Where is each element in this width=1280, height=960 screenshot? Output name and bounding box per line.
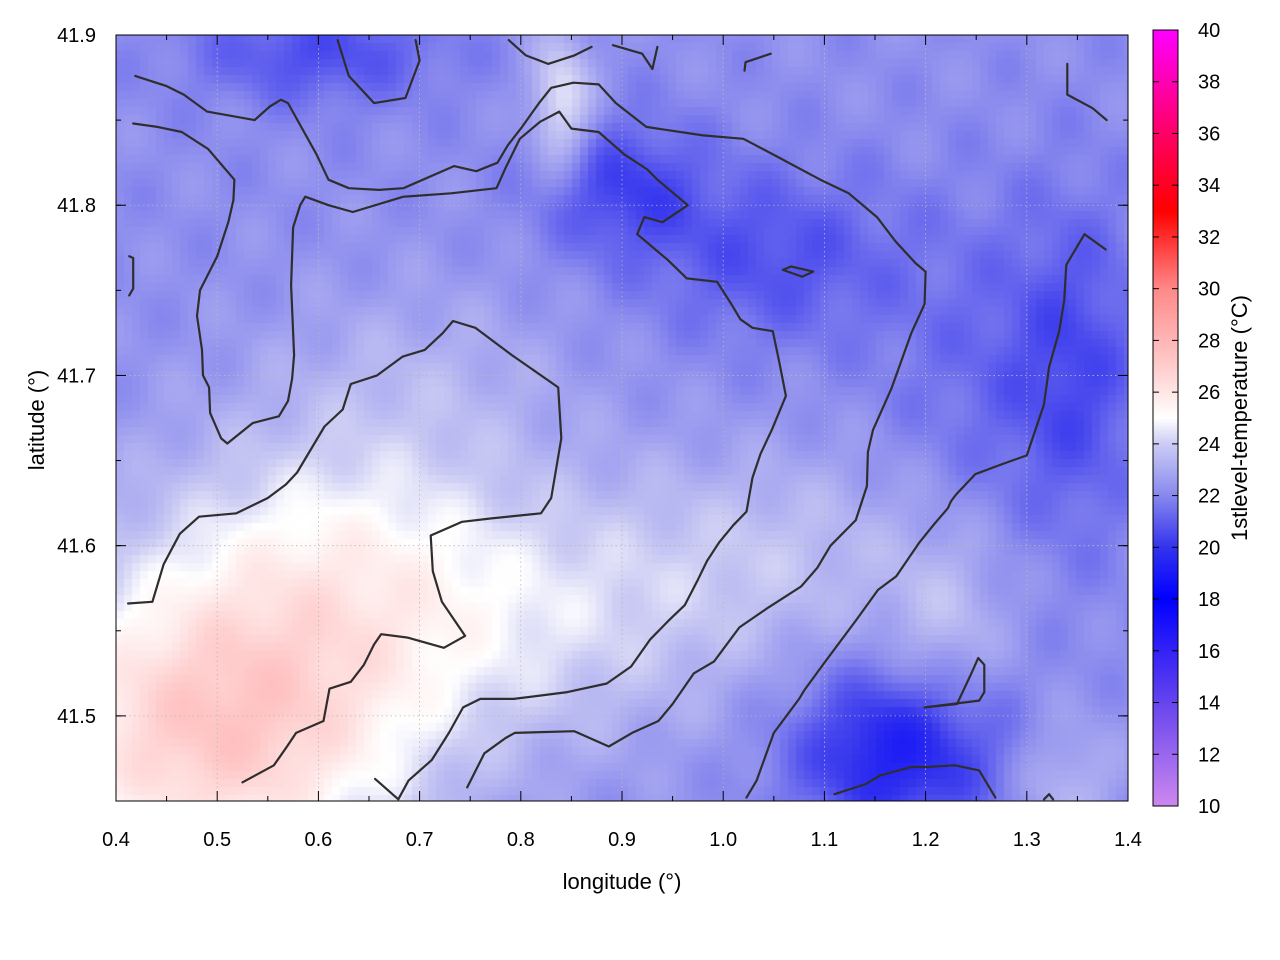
colorbar-tick-label: 32 (1198, 227, 1220, 249)
contour-line (833, 764, 997, 799)
y-tick-label: 41.9 (57, 25, 96, 47)
contour-line (923, 656, 986, 709)
colorbar-tick-label: 24 (1198, 434, 1220, 456)
axis-ticks (115, 34, 1129, 802)
y-tick-label: 41.6 (57, 536, 96, 558)
x-tick-label: 1.0 (709, 829, 737, 851)
colorbar-tick-label: 36 (1198, 123, 1220, 145)
contour-line (134, 74, 927, 789)
y-axis-title: latitude (°) (24, 370, 49, 471)
x-axis-title: longitude (°) (563, 869, 682, 894)
y-tick-label: 41.8 (57, 195, 96, 217)
contour-lines (127, 38, 1108, 801)
colorbar-gradient (1152, 29, 1179, 807)
contour-line (781, 265, 815, 278)
colorbar-tick-label: 40 (1198, 20, 1220, 42)
x-tick-label: 0.5 (203, 829, 231, 851)
y-axis-tick-labels: 41.5 41.6 41.7 41.8 41.9 (57, 25, 96, 728)
colorbar-tick-label: 30 (1198, 279, 1220, 301)
colorbar-tick-label: 10 (1198, 796, 1220, 818)
x-tick-label: 0.9 (608, 829, 636, 851)
colorbar-tick-label: 26 (1198, 382, 1220, 404)
y-tick-label: 41.7 (57, 365, 96, 387)
contour-line (128, 255, 135, 297)
x-tick-label: 1.2 (912, 829, 940, 851)
contour-line (1042, 793, 1055, 801)
contour-line (745, 233, 1107, 799)
x-tick-label: 1.1 (810, 829, 838, 851)
x-tick-label: 0.4 (102, 829, 130, 851)
contour-line (336, 38, 421, 105)
contour-line (1066, 62, 1108, 122)
colorbar-tick-label: 22 (1198, 486, 1220, 508)
x-tick-label: 0.6 (304, 829, 332, 851)
colorbar-ticks: 10 12 14 16 18 20 22 24 26 28 30 32 34 36 38 40 (1153, 20, 1220, 818)
x-axis-tick-labels: 0.4 0.5 0.6 0.7 0.8 0.9 1.0 1.1 1.2 1.3 1.4 (102, 829, 1142, 851)
colorbar-tick-label: 38 (1198, 72, 1220, 94)
contour-line (132, 110, 788, 801)
colorbar-tick-label: 20 (1198, 537, 1220, 559)
x-tick-label: 1.3 (1013, 829, 1041, 851)
colorbar-tick-label: 16 (1198, 641, 1220, 663)
x-tick-label: 0.7 (406, 829, 434, 851)
x-tick-label: 1.4 (1114, 829, 1142, 851)
contour-line (127, 319, 563, 784)
colorbar-tick-label: 28 (1198, 330, 1220, 352)
contour-line (507, 38, 593, 66)
colorbar-title: 1stlevel-temperature (°C) (1227, 295, 1252, 541)
colorbar-tick-label: 34 (1198, 175, 1220, 197)
y-tick-label: 41.5 (57, 706, 96, 728)
colorbar-tick-label: 14 (1198, 693, 1220, 715)
contour-line (743, 52, 772, 72)
contour-line (611, 44, 659, 71)
colorbar-tick-label: 18 (1198, 589, 1220, 611)
colorbar-tick-label: 12 (1198, 744, 1220, 766)
plot-area (115, 34, 1129, 802)
x-tick-label: 0.8 (507, 829, 535, 851)
colorbar: 10 12 14 16 18 20 22 24 26 28 30 32 34 36 38 40 1stleve… (1152, 20, 1252, 818)
